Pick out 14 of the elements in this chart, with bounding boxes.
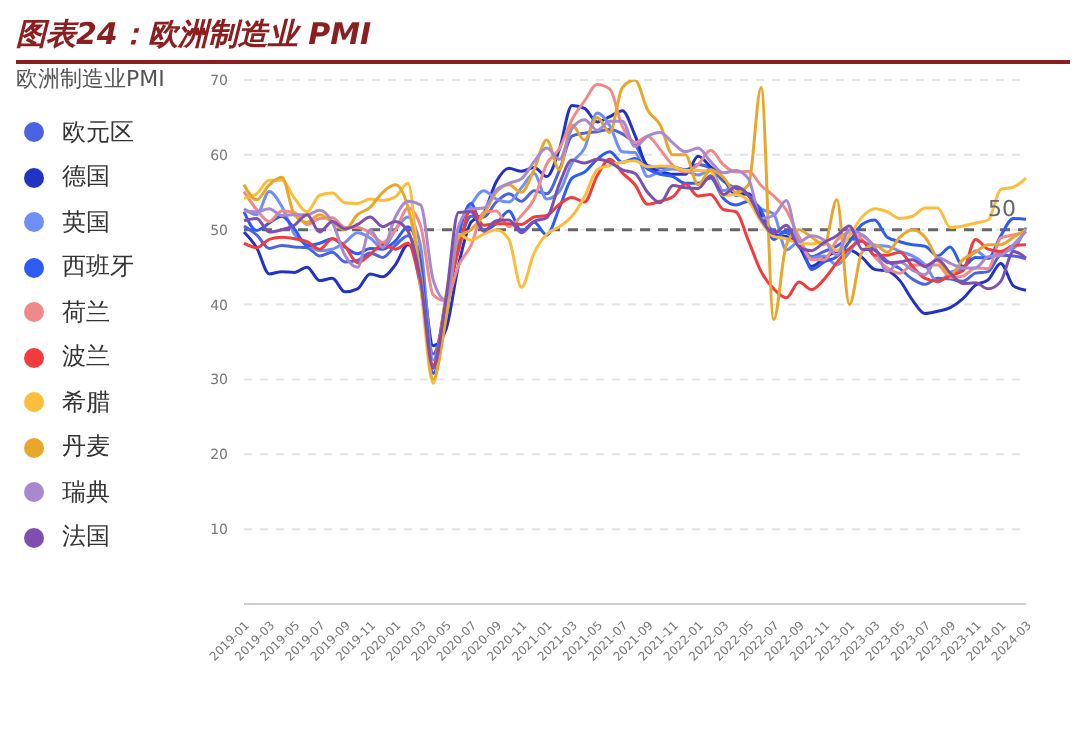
legend-label: 瑞典	[60, 475, 112, 510]
legend-label: 德国	[60, 160, 112, 195]
legend-label: 西班牙	[60, 250, 136, 285]
line-series	[242, 118, 1028, 302]
legend-label: 波兰	[60, 340, 112, 375]
legend-label: 希腊	[60, 385, 112, 420]
chart-title: 图表24：欧洲制造业 PMI	[16, 16, 1070, 64]
legend-label: 英国	[60, 205, 112, 240]
legend-label: 法国	[60, 520, 112, 555]
legend-label: 丹麦	[60, 430, 112, 465]
legend-label: 欧元区	[60, 115, 136, 150]
legend-title: 欧洲制造业PMI	[16, 64, 167, 94]
line-series	[242, 80, 1028, 381]
legend-label: 荷兰	[60, 295, 112, 330]
